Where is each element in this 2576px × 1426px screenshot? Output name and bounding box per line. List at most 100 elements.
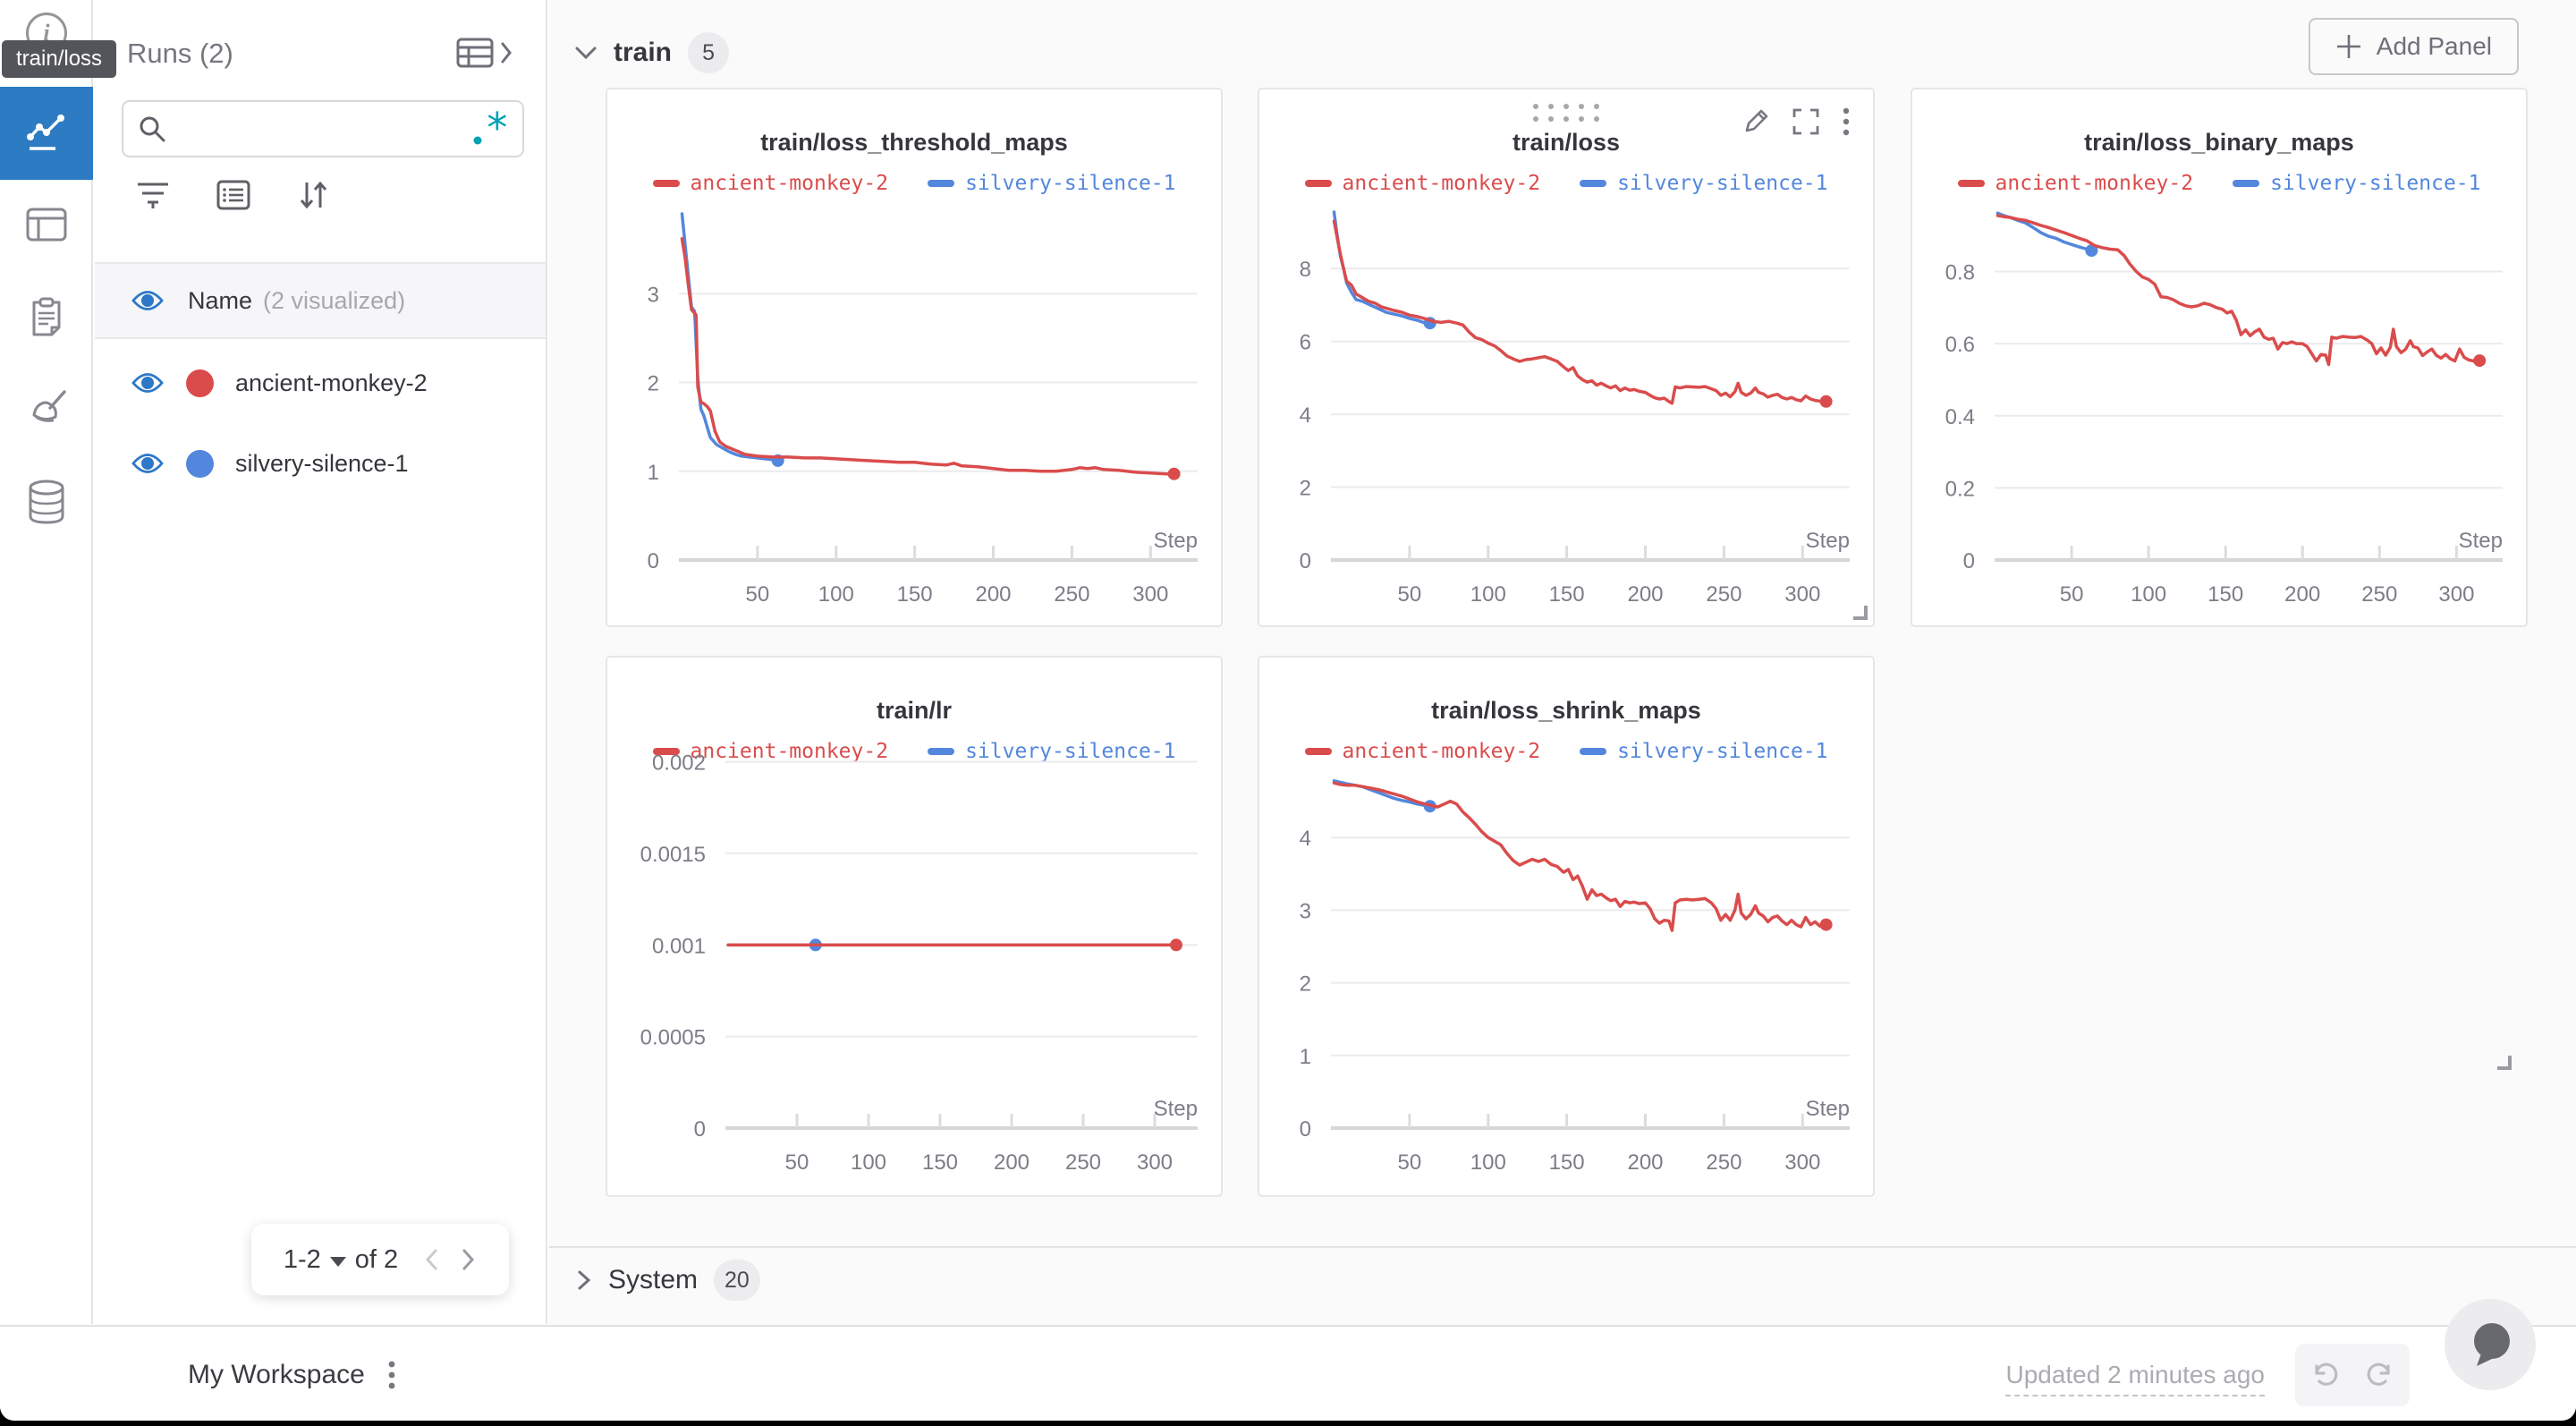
svg-text:50: 50 [2060,582,2084,607]
eye-icon[interactable] [131,451,165,476]
svg-text:250: 250 [1706,1150,1741,1175]
legend-item[interactable]: silvery-silence-1 [2233,172,2480,195]
group-list-icon[interactable] [216,180,250,210]
svg-text:150: 150 [922,1150,958,1175]
legend-item[interactable]: ancient-monkey-2 [1304,740,1540,763]
undo-button[interactable] [2295,1344,2352,1406]
page-size-caret-icon[interactable] [329,1256,346,1267]
svg-text:50: 50 [1398,582,1422,607]
panel-train-lr[interactable]: train/lr ancient-monkey-2 silvery-silenc… [606,656,1223,1197]
table-panel-icon [26,208,67,242]
chart-title: train/lr [876,697,953,724]
svg-text:150: 150 [897,582,933,607]
sidebar-item-sweeps[interactable] [0,388,93,431]
svg-text:0: 0 [1300,1117,1311,1142]
svg-text:0: 0 [648,549,659,573]
svg-text:50: 50 [1398,1150,1422,1175]
svg-text:Step: Step [1806,529,1850,553]
regex-toggle-icon[interactable]: * [470,108,508,149]
undo-icon [2315,1362,2338,1386]
add-panel-button[interactable]: Add Panel [2308,18,2519,75]
sidebar-item-artifacts[interactable] [0,480,93,524]
legend-item[interactable]: silvery-silence-1 [1580,740,1827,763]
svg-text:0.0015: 0.0015 [640,843,706,867]
workspace-switcher[interactable]: My Workspace [188,1327,395,1421]
tooltip: train/loss [2,40,117,78]
svg-text:0.002: 0.002 [652,751,706,776]
svg-text:0.8: 0.8 [1945,261,1975,285]
kebab-menu-icon[interactable] [1843,107,1850,136]
chart-legend: ancient-monkey-2 silvery-silence-1 [1259,172,1873,195]
train-section-header[interactable]: train 5 [574,32,730,73]
svg-text:2: 2 [1300,972,1311,997]
filter-icon[interactable] [136,180,170,210]
legend-item[interactable]: silvery-silence-1 [1580,172,1827,195]
sidebar-item-table[interactable] [0,208,93,242]
svg-text:3: 3 [648,283,659,307]
eye-icon[interactable] [131,370,165,395]
legend-item[interactable]: silvery-silence-1 [928,172,1175,195]
run-row-silvery-silence-1[interactable]: silvery-silence-1 [95,423,546,504]
sidebar-item-workspace-active[interactable] [0,87,93,180]
chart-plot: 0 0.0005 0.001 0.0015 0.002 50 100 150 200 250 300… [640,751,1198,1175]
sidebar-item-logs[interactable] [0,297,93,338]
kebab-menu-icon[interactable] [388,1360,395,1390]
system-section-header[interactable]: System 20 [576,1260,760,1301]
runs-list-header[interactable]: Name (2 visualized) [95,262,546,339]
svg-text:300: 300 [1132,582,1168,607]
svg-text:2: 2 [648,372,659,396]
svg-text:0.4: 0.4 [1945,405,1975,429]
run-name: ancient-monkey-2 [235,369,428,396]
section-resize-handle-icon[interactable] [2496,1054,2512,1070]
eye-icon[interactable] [131,288,165,313]
legend-item[interactable]: ancient-monkey-2 [1957,172,2193,195]
redo-icon [2367,1362,2390,1386]
visualized-count-label: (2 visualized) [263,286,406,314]
svg-text:2: 2 [1300,477,1311,501]
svg-text:200: 200 [994,1150,1030,1175]
panel-train-loss-threshold-maps[interactable]: train/loss_threshold_maps ancient-monkey… [606,88,1223,627]
open-runs-table-button[interactable] [456,38,513,68]
svg-text:300: 300 [1784,582,1820,607]
runs-table-icon [456,38,494,68]
fullscreen-icon[interactable] [1792,108,1819,135]
redo-button[interactable] [2352,1344,2410,1406]
panel-resize-handle-icon[interactable] [1852,604,1868,620]
runs-panel-title: Runs (2) [127,38,233,69]
legend-item[interactable]: silvery-silence-1 [928,740,1175,763]
clipboard-icon [32,297,61,336]
run-color-dot [186,449,214,478]
edit-pencil-icon[interactable] [1742,108,1769,135]
search-input[interactable] [177,115,470,143]
legend-item[interactable]: ancient-monkey-2 [652,740,888,763]
svg-text:100: 100 [818,582,854,607]
chart-legend: ancient-monkey-2 silvery-silence-1 [607,740,1221,763]
drag-handle-icon[interactable] [1533,104,1599,122]
prev-page-icon[interactable] [423,1247,439,1272]
page-range-label[interactable]: 1-2 [283,1244,321,1274]
run-search-box[interactable]: * [122,100,524,157]
chart-plot: 0 0.2 0.4 0.6 0.8 50 100 150 200 250 300 Step [1945,211,2503,607]
chat-support-button[interactable] [2445,1299,2536,1390]
svg-text:Step: Step [2459,529,2503,553]
svg-text:150: 150 [2207,582,2243,607]
updated-timestamp[interactable]: Updated 2 minutes ago [2005,1361,2265,1396]
svg-text:150: 150 [1549,1150,1585,1175]
runs-panel: Runs (2) * [95,0,547,1324]
svg-text:0: 0 [1963,549,1975,573]
chevron-right-icon [578,1270,591,1290]
panel-train-loss[interactable]: train/loss ancient-monkey-2 silvery-sile… [1258,88,1875,627]
svg-text:50: 50 [746,582,770,607]
sort-icon[interactable] [297,179,329,211]
chart-title: train/loss_shrink_maps [1431,697,1701,724]
panel-train-loss-binary-maps[interactable]: train/loss_binary_maps ancient-monkey-2 … [1911,88,2528,627]
legend-item[interactable]: ancient-monkey-2 [652,172,888,195]
panel-train-loss-shrink-maps[interactable]: train/loss_shrink_maps ancient-monkey-2 … [1258,656,1875,1197]
database-icon [29,480,64,524]
workspace-main: train 5 Add Panel train/loss_threshold_m… [549,0,2576,1324]
next-page-icon[interactable] [461,1247,477,1272]
run-row-ancient-monkey-2[interactable]: ancient-monkey-2 [95,343,546,423]
legend-item[interactable]: ancient-monkey-2 [1304,172,1540,195]
svg-text:200: 200 [1627,1150,1663,1175]
